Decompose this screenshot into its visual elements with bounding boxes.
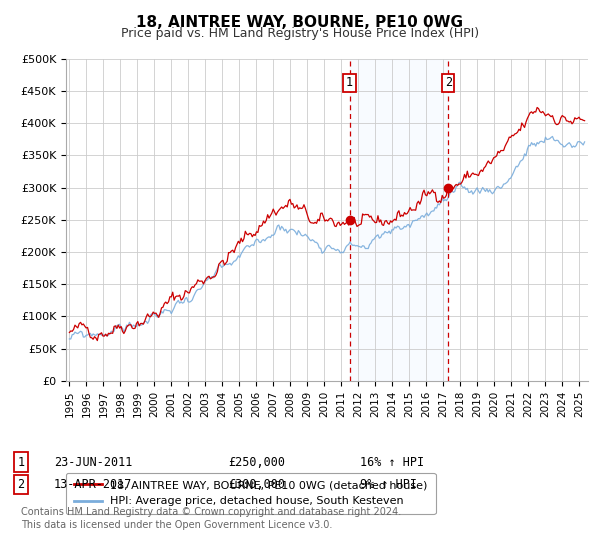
Text: £250,000: £250,000 — [228, 455, 285, 469]
Text: 2: 2 — [17, 478, 25, 491]
Title: 18, AINTREE WAY, BOURNE, PE10 0WG
Price paid vs. HM Land Registry's House Price : 18, AINTREE WAY, BOURNE, PE10 0WG Price … — [0, 559, 1, 560]
Text: 23-JUN-2011: 23-JUN-2011 — [54, 455, 133, 469]
Text: 2: 2 — [445, 76, 452, 89]
Text: This data is licensed under the Open Government Licence v3.0.: This data is licensed under the Open Gov… — [21, 520, 332, 530]
Bar — [350, 59, 448, 381]
Text: 9% ↑ HPI: 9% ↑ HPI — [360, 478, 417, 491]
Text: 13-APR-2017: 13-APR-2017 — [54, 478, 133, 491]
Legend: 18, AINTREE WAY, BOURNE, PE10 0WG (detached house), HPI: Average price, detached: 18, AINTREE WAY, BOURNE, PE10 0WG (detac… — [66, 473, 436, 514]
Text: Price paid vs. HM Land Registry's House Price Index (HPI): Price paid vs. HM Land Registry's House … — [121, 27, 479, 40]
Text: 16% ↑ HPI: 16% ↑ HPI — [360, 455, 424, 469]
Text: 1: 1 — [346, 76, 353, 89]
Text: 1: 1 — [17, 455, 25, 469]
Text: £300,000: £300,000 — [228, 478, 285, 491]
Text: 18, AINTREE WAY, BOURNE, PE10 0WG: 18, AINTREE WAY, BOURNE, PE10 0WG — [137, 15, 464, 30]
Text: Contains HM Land Registry data © Crown copyright and database right 2024.: Contains HM Land Registry data © Crown c… — [21, 507, 401, 517]
